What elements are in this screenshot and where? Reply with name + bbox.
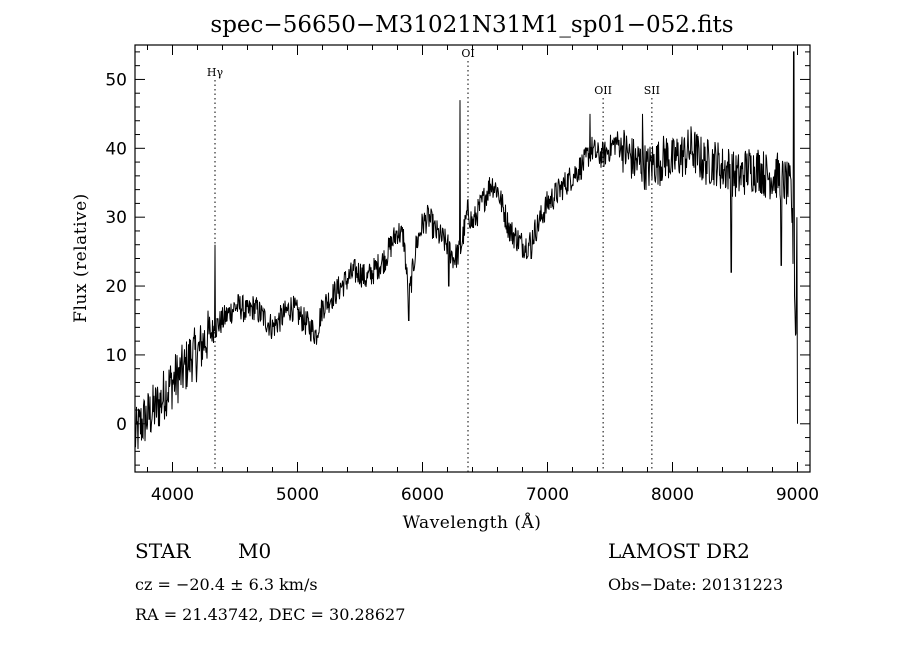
x-tick-label: 6000 bbox=[401, 485, 444, 505]
spectral-line-label: OII bbox=[594, 84, 612, 97]
y-tick-label: 50 bbox=[105, 70, 127, 90]
y-tick-label: 30 bbox=[105, 208, 127, 228]
survey-name: LAMOST DR2 bbox=[608, 539, 750, 563]
axes: 4000 5000 6000 7000 8000 9000 0 10 20 30 40 50 bbox=[105, 45, 819, 505]
x-tick-label: 9000 bbox=[776, 485, 819, 505]
spectrum-line bbox=[134, 51, 798, 450]
y-tick-label: 10 bbox=[105, 346, 127, 366]
chart-title: spec−56650−M31021N31M1_sp01−052.fits bbox=[210, 12, 733, 38]
y-tick-label: 40 bbox=[105, 139, 127, 159]
spectral-line-markers: Hγ OI OII SII bbox=[207, 47, 660, 472]
redshift-velocity: cz = −20.4 ± 6.3 km/s bbox=[135, 575, 318, 594]
coordinates: RA = 21.43742, DEC = 30.28627 bbox=[135, 605, 405, 624]
x-tick-label: 5000 bbox=[276, 485, 319, 505]
spectral-line-label: OI bbox=[461, 47, 474, 60]
spectral-line-label: SII bbox=[644, 84, 660, 97]
y-tick-label: 0 bbox=[116, 415, 127, 435]
x-axis-label: Wavelength (Å) bbox=[403, 512, 542, 533]
x-tick-label: 4000 bbox=[151, 485, 194, 505]
object-class: STAR bbox=[135, 539, 191, 563]
x-tick-label: 8000 bbox=[651, 485, 694, 505]
x-tick-label: 7000 bbox=[526, 485, 569, 505]
spectral-line-label: Hγ bbox=[207, 66, 224, 79]
object-subclass: M0 bbox=[238, 539, 271, 563]
observation-date: Obs−Date: 20131223 bbox=[608, 575, 783, 594]
plot-frame bbox=[134, 44, 811, 473]
y-axis-label: Flux (relative) bbox=[71, 193, 91, 323]
y-tick-label: 20 bbox=[105, 277, 127, 297]
